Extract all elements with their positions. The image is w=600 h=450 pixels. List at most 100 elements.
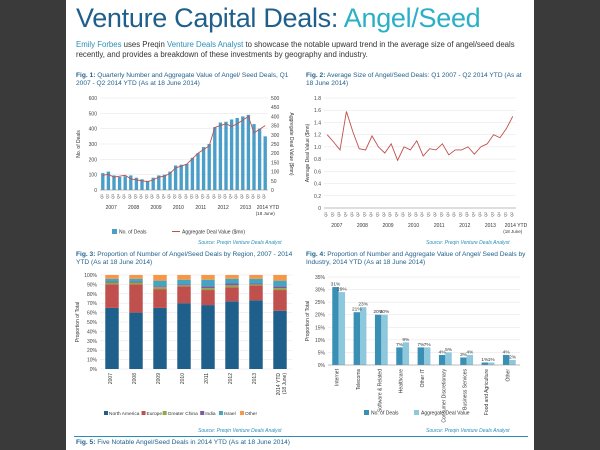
bar-no-of-deals xyxy=(207,144,211,190)
quarter-label: Q2 xyxy=(484,212,488,217)
intro-paragraph: Emily Forbes uses Preqin Venture Deals A… xyxy=(76,40,526,60)
bar-no-of-deals xyxy=(246,114,251,190)
stacked-bar-segment xyxy=(153,280,167,287)
year-sublabel: (18 June) xyxy=(503,229,523,234)
y2-axis-title: Aggregate Deal Value ($mn) xyxy=(288,113,294,176)
stacked-bar-segment xyxy=(105,278,119,282)
quarter-label: Q4 xyxy=(369,212,373,217)
y2-tick-label: 350 xyxy=(271,124,280,130)
category-label: Software & Related xyxy=(377,369,383,412)
stacked-bar-segment xyxy=(153,286,167,288)
bar-no-of-deals xyxy=(117,176,122,190)
quarter-label: Q3 xyxy=(223,194,227,199)
bar-aggregate-value xyxy=(424,347,431,365)
legend-label: North America xyxy=(109,411,140,417)
y2-tick-label: 200 xyxy=(271,151,280,157)
bar-no-of-deals xyxy=(332,287,339,365)
fig1-chart: 0 100 200 300 400 500 600 0 50 100 150 200 250 300 350… xyxy=(76,96,294,236)
quarter-label: Q4 xyxy=(139,194,143,199)
y-tick-label: 1.4 xyxy=(314,120,321,126)
quarter-label: Q3 xyxy=(363,212,367,217)
bar-no-of-deals xyxy=(218,122,223,190)
line-average-deal-value xyxy=(326,111,514,162)
report-page: Venture Capital Deals: Angel/Seed Emily … xyxy=(66,0,534,450)
bar-no-of-deals xyxy=(224,121,228,190)
bar-no-of-deals xyxy=(481,362,488,365)
legend-label: No. of Deals xyxy=(119,230,147,236)
legend-swatch-deals xyxy=(112,229,117,234)
fig1-source: Source: Preqin Venture Deals Analyst xyxy=(198,240,282,246)
bar-no-of-deals xyxy=(417,347,424,365)
bar-no-of-deals xyxy=(162,174,167,190)
y-axis-title: No. of Deals xyxy=(76,130,82,158)
quarter-label: Q2 xyxy=(356,212,360,217)
quarter-label: Q1 xyxy=(167,194,171,199)
data-label: 4% xyxy=(466,349,474,355)
bar-no-of-deals xyxy=(140,179,144,190)
quarter-label: Q1 xyxy=(478,212,482,217)
fig4-title: Fig. 4: Proportion of Number and Aggrega… xyxy=(306,251,528,267)
bar-no-of-deals xyxy=(123,176,127,190)
quarter-label: Q2 xyxy=(510,212,514,217)
quarter-label: Q2 xyxy=(105,194,109,199)
legend-swatch xyxy=(218,411,223,415)
y-tick-label: 0% xyxy=(318,363,326,369)
fig5-title: Fig. 5: Five Notable Angel/Seed Deals in… xyxy=(76,439,516,447)
y-tick-label: 10% xyxy=(315,338,326,344)
stacked-bar-segment xyxy=(177,285,191,287)
stacked-bar-segment xyxy=(273,290,287,311)
bar-aggregate-value xyxy=(338,292,346,365)
stacked-bar-segment xyxy=(105,275,119,279)
line-aggregate-value xyxy=(102,115,266,183)
year-label: 2011 xyxy=(195,205,206,211)
bar-no-of-deals xyxy=(396,347,403,365)
quarter-label: Q4 xyxy=(343,212,347,217)
stacked-bar-segment xyxy=(249,275,263,279)
y-tick-label: 1.6 xyxy=(314,108,321,114)
category-label: Healthcare xyxy=(399,369,405,393)
bar-no-of-deals xyxy=(438,354,446,365)
quarter-label: Q1 xyxy=(234,194,238,199)
bar-aggregate-value xyxy=(381,314,388,365)
legend-label: India xyxy=(205,411,216,417)
stacked-bar-segment xyxy=(129,281,143,283)
bar-no-of-deals xyxy=(263,136,267,190)
category-sublabel: (18 June) xyxy=(282,373,288,394)
bar-no-of-deals xyxy=(173,165,178,190)
y-tick-label: 0.8 xyxy=(314,157,321,163)
stacked-bar-segment xyxy=(225,301,239,369)
fig5-text: Five Notable Angel/Seed Deals in 2014 YT… xyxy=(95,439,290,446)
stacked-bar-segment xyxy=(105,281,119,283)
bar-no-of-deals xyxy=(190,157,195,190)
y-tick-label: 200 xyxy=(89,157,98,163)
author-name: Emily Forbes xyxy=(76,40,122,49)
quarter-label: Q1 xyxy=(189,194,193,199)
quarter-label: Q4 xyxy=(206,194,210,199)
data-label: 1% xyxy=(481,357,489,363)
data-label: 29% xyxy=(337,287,347,293)
quarter-label: Q1 xyxy=(427,212,431,217)
data-label: 20% xyxy=(373,309,383,315)
stacked-bar-segment xyxy=(177,284,191,286)
stacked-bar-segment xyxy=(249,285,263,301)
bar-no-of-deals xyxy=(151,177,155,190)
data-label: 7% xyxy=(417,342,425,348)
quarter-label: Q4 xyxy=(184,194,188,199)
y-tick-label: 300 xyxy=(89,142,98,148)
quarter-label: Q1 xyxy=(212,194,216,199)
quarter-label: Q1 xyxy=(257,194,261,199)
y-tick-label: 30% xyxy=(87,339,98,345)
bar-no-of-deals xyxy=(179,164,183,190)
quarter-label: Q4 xyxy=(117,194,121,199)
legend-label: Europe xyxy=(147,411,163,417)
quarter-label: Q3 xyxy=(245,194,249,199)
category-label: 2012 xyxy=(228,373,234,384)
data-label: 21% xyxy=(352,307,362,313)
fig1-title: Fig. 1: Quarterly Number and Aggregate V… xyxy=(76,72,291,88)
y2-tick-label: 100 xyxy=(271,170,280,176)
quarter-label: Q4 xyxy=(395,212,399,217)
bar-no-of-deals xyxy=(145,180,150,190)
y-tick-label: 60% xyxy=(87,311,98,317)
fig2-source: Source: Preqin Venture Deals Analyst xyxy=(426,240,510,246)
y2-tick-label: 450 xyxy=(271,105,280,111)
